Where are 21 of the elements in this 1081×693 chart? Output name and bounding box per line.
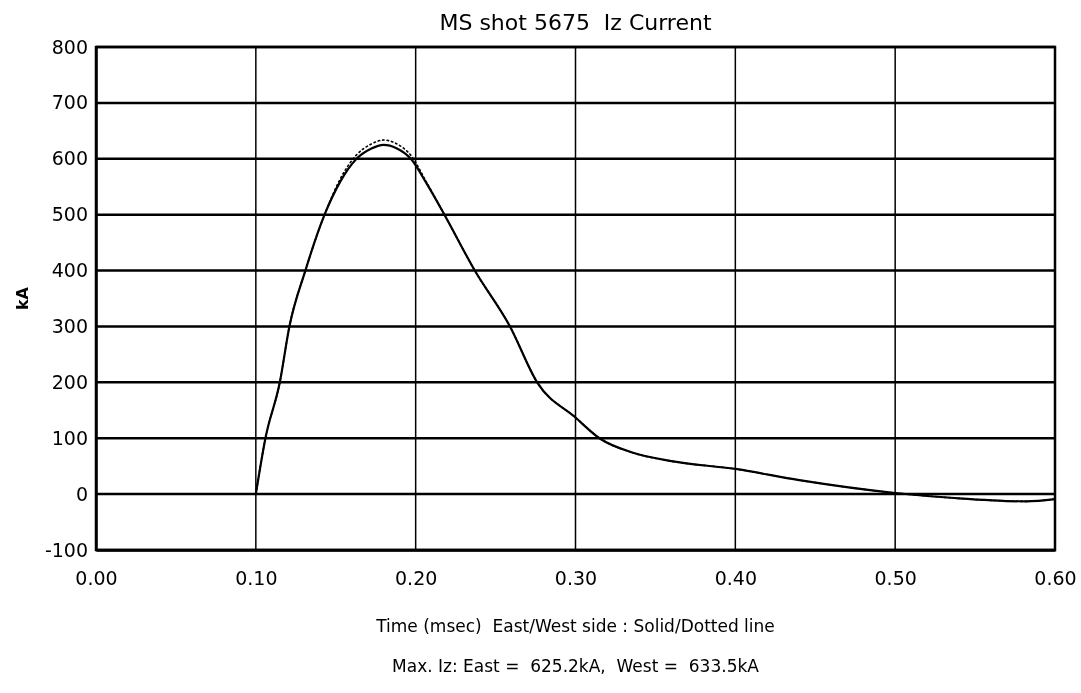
y-tick-label: 100 [51, 426, 88, 449]
y-axis-title: kA [13, 286, 32, 311]
x-axis-title: Time (msec) East/West side : Solid/Dotted line [375, 616, 775, 636]
x-tick-label: 0.00 [75, 567, 118, 590]
x-tick-label: 0.50 [874, 567, 917, 590]
x-tick-label: 0.40 [714, 567, 757, 590]
x-tick-label: 0.20 [395, 567, 438, 590]
x-tick-label: 0.30 [554, 567, 598, 590]
y-tick-label: 400 [51, 259, 88, 282]
y-tick-label: 800 [51, 35, 88, 58]
x-tick-label: 0.60 [1034, 567, 1077, 590]
y-tick-label: 300 [51, 315, 88, 338]
text: Max. Iz: East = 625.2kA, West = 633.5kA [392, 656, 760, 676]
y-tick-label: 500 [51, 203, 88, 226]
x-tick-label: 0.10 [235, 567, 278, 590]
chart-title: MS shot 5675 Iz Current [439, 10, 712, 35]
y-tick-label: -100 [44, 538, 88, 561]
y-tick-label: 0 [75, 482, 88, 505]
y-tick-label: 200 [51, 370, 88, 393]
y-tick-label: 700 [51, 91, 88, 114]
y-tick-label: 600 [51, 147, 88, 170]
